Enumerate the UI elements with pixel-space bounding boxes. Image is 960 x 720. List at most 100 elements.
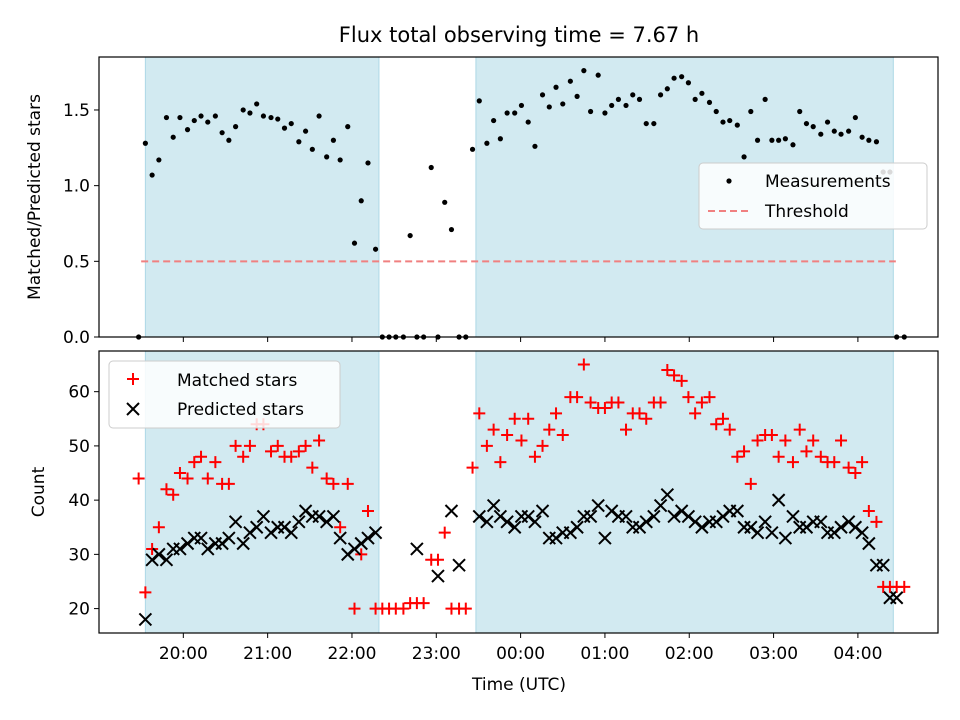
measurement-point — [170, 134, 176, 140]
measurement-point — [824, 119, 831, 125]
predicted-star-point — [292, 515, 306, 529]
measurement-point — [316, 113, 322, 119]
matched-star-point — [675, 374, 688, 387]
matched-star-point — [494, 456, 507, 469]
measurement-point — [587, 108, 594, 115]
predicted-star-point — [619, 509, 633, 524]
matched-star-point — [661, 363, 674, 376]
matched-star-point — [132, 472, 145, 485]
predicted-star-point — [667, 509, 681, 524]
measurement-point — [448, 226, 455, 233]
matched-star-point — [870, 515, 883, 528]
matched-star-point — [856, 456, 869, 469]
measurement-point — [156, 157, 162, 163]
measurement-point — [309, 146, 315, 152]
measurement-point — [233, 124, 239, 130]
measurement-point — [859, 134, 865, 140]
predicted-star-point — [228, 515, 243, 529]
measurement-point — [818, 131, 824, 137]
predicted-star-point — [312, 509, 326, 524]
measurement-point — [184, 127, 191, 133]
measurement-point — [296, 139, 302, 145]
measurement-point — [810, 124, 816, 130]
measurement-point — [713, 108, 719, 115]
measurement-point — [428, 164, 434, 171]
matched-star-point — [334, 521, 347, 534]
matched-star-point — [229, 439, 242, 452]
x-tick-label: 22:00 — [327, 644, 376, 664]
bottom-plot-frame — [98, 350, 939, 634]
x-tick-label: 02:00 — [665, 644, 714, 664]
matched-star-point — [222, 477, 235, 490]
measurement-point — [142, 140, 148, 146]
predicted-star-point — [862, 536, 876, 551]
measurement-point — [838, 131, 844, 137]
matched-star-point — [237, 450, 250, 463]
measurement-point — [512, 110, 518, 116]
measurement-point — [734, 122, 740, 128]
measurement-point — [302, 128, 309, 134]
measurement-point — [671, 75, 677, 81]
measurement-point — [275, 116, 281, 122]
measurement-point — [205, 119, 211, 125]
predicted-star-point — [591, 498, 605, 513]
measurement-point — [615, 96, 622, 102]
measurement-point — [657, 92, 664, 98]
matched-star-point — [271, 439, 284, 452]
predicted-star-point — [750, 525, 765, 540]
y-tick-label: 1.0 — [63, 177, 90, 197]
y-tick-label: 40 — [68, 491, 90, 511]
matched-star-point — [195, 450, 208, 463]
matched-star-point — [480, 439, 493, 452]
predicted-star-point — [452, 558, 466, 572]
legend-predicted-label: Predicted stars — [177, 400, 304, 420]
measurement-point — [219, 130, 225, 136]
measurement-point — [553, 84, 559, 90]
matched-star-point — [779, 434, 792, 447]
predicted-star-point — [535, 504, 550, 518]
measurement-point — [268, 114, 274, 121]
predicted-star-point — [152, 547, 166, 562]
x-tick-label: 23:00 — [412, 644, 461, 664]
matched-star-point — [473, 407, 486, 420]
measurement-point — [365, 160, 371, 166]
measurement-point — [281, 125, 288, 131]
matched-star-point — [716, 412, 729, 425]
measurement-point — [546, 104, 552, 110]
matched-star-point — [689, 407, 702, 420]
measurement-point — [567, 78, 573, 84]
measurement-point — [803, 120, 810, 127]
matched-star-point — [361, 504, 374, 517]
predicted-star-point — [173, 542, 187, 556]
measurement-point — [581, 68, 587, 74]
matched-star-point — [501, 429, 514, 442]
matched-star-point — [571, 391, 584, 404]
measurement-point — [358, 198, 364, 204]
measurement-point — [177, 114, 183, 121]
predicted-star-point — [876, 558, 890, 572]
y-tick-label: 50 — [68, 437, 90, 457]
matched-star-point — [793, 423, 806, 436]
measurement-point — [720, 119, 726, 125]
y-tick-label: 1.5 — [63, 101, 90, 121]
y-tick-label: 0.0 — [63, 328, 90, 348]
matched-star-point — [744, 477, 757, 490]
measurement-point — [866, 137, 872, 143]
predicted-star-point — [507, 520, 522, 534]
predicted-star-point — [249, 520, 264, 534]
y-tick-label: 60 — [68, 383, 90, 403]
matched-star-point — [139, 586, 152, 599]
top-legend: Measurements Threshold — [698, 162, 928, 230]
matched-star-point — [765, 429, 778, 442]
predicted-star-point — [444, 504, 459, 518]
matched-star-point — [327, 477, 340, 490]
measurement-point — [602, 110, 608, 116]
x-tick-label: 00:00 — [496, 644, 545, 664]
x-axis-label: Time (UTC) — [471, 675, 566, 695]
matched-star-point — [584, 396, 597, 409]
matched-star-point — [695, 396, 708, 409]
y-tick-label: 20 — [68, 600, 90, 620]
bottom-legend-box — [108, 360, 341, 429]
measurement-point — [288, 120, 294, 127]
